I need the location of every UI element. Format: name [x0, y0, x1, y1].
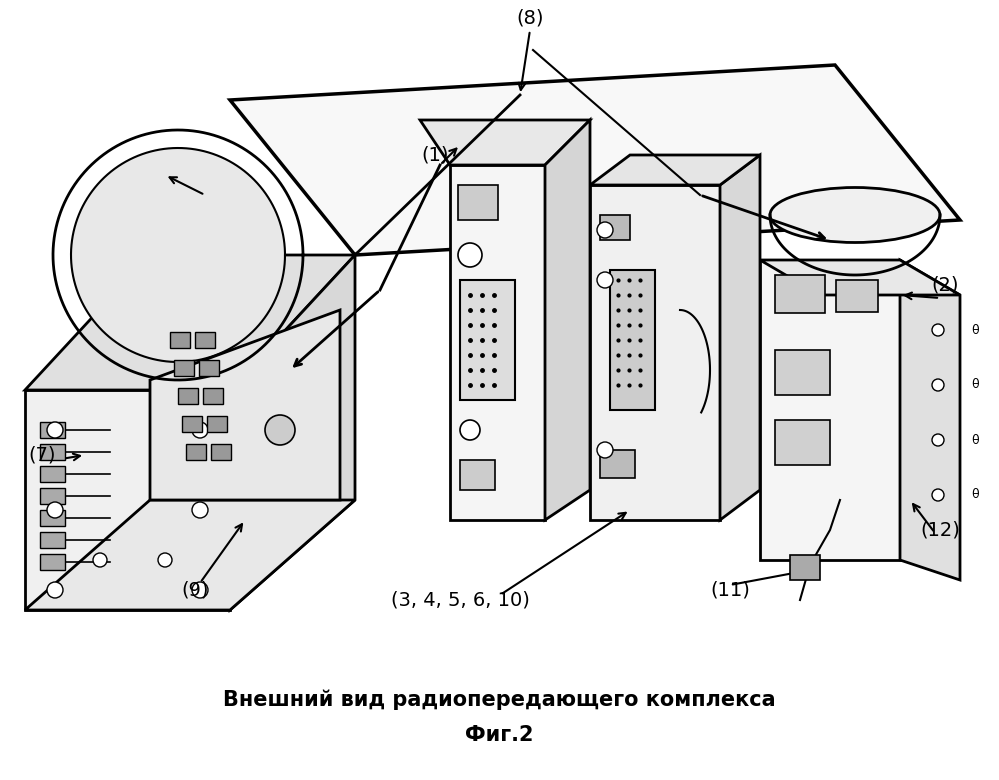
Polygon shape [760, 260, 900, 560]
Polygon shape [545, 120, 590, 520]
Bar [460, 280, 515, 400]
Circle shape [597, 272, 613, 288]
Circle shape [932, 379, 944, 391]
Polygon shape [150, 310, 340, 500]
Circle shape [47, 502, 63, 518]
Bar [40, 444, 65, 460]
Circle shape [265, 415, 295, 445]
Text: θ: θ [971, 488, 979, 502]
Polygon shape [25, 255, 355, 390]
Polygon shape [760, 260, 960, 295]
Bar [600, 450, 635, 478]
Circle shape [192, 582, 208, 598]
Circle shape [932, 434, 944, 446]
Text: (8): (8) [516, 9, 543, 27]
Circle shape [93, 553, 107, 567]
Circle shape [192, 422, 208, 438]
Bar [40, 532, 65, 548]
Bar [170, 332, 190, 348]
Polygon shape [450, 165, 545, 520]
Circle shape [932, 489, 944, 501]
Bar [458, 185, 498, 220]
Text: (12): (12) [920, 520, 960, 540]
Bar [460, 460, 495, 490]
Bar [775, 275, 825, 313]
Bar [195, 332, 215, 348]
Text: θ: θ [971, 378, 979, 392]
Bar [610, 270, 655, 410]
Bar [775, 420, 830, 465]
Text: (7): (7) [28, 445, 56, 465]
Bar [600, 215, 630, 240]
Circle shape [460, 420, 480, 440]
Bar [199, 360, 219, 376]
Text: Фиг.2: Фиг.2 [465, 725, 533, 745]
Text: (2): (2) [931, 275, 959, 295]
Circle shape [597, 442, 613, 458]
Polygon shape [230, 65, 960, 255]
Bar [790, 555, 820, 580]
Polygon shape [900, 260, 960, 580]
Circle shape [597, 222, 613, 238]
Polygon shape [590, 155, 760, 185]
Bar [174, 360, 194, 376]
Text: θ: θ [971, 324, 979, 336]
Text: θ: θ [971, 434, 979, 446]
Bar [40, 466, 65, 482]
Bar [775, 350, 830, 395]
Circle shape [458, 243, 482, 267]
Polygon shape [230, 255, 355, 610]
Polygon shape [720, 155, 760, 520]
Text: Внешний вид радиопередающего комплекса: Внешний вид радиопередающего комплекса [223, 690, 775, 711]
Bar [40, 422, 65, 438]
Bar [40, 510, 65, 526]
Polygon shape [25, 500, 355, 610]
Text: (1): (1) [422, 146, 449, 165]
Bar [186, 444, 206, 460]
Bar [182, 416, 202, 432]
Polygon shape [590, 185, 720, 520]
Circle shape [192, 502, 208, 518]
Text: (3, 4, 5, 6, 10): (3, 4, 5, 6, 10) [391, 590, 529, 609]
Polygon shape [420, 120, 590, 165]
Circle shape [158, 553, 172, 567]
Circle shape [47, 422, 63, 438]
Circle shape [932, 324, 944, 336]
Ellipse shape [770, 187, 940, 243]
Bar [178, 388, 198, 404]
Bar [40, 488, 65, 504]
Polygon shape [72, 149, 284, 361]
Bar [207, 416, 227, 432]
Text: (9): (9) [181, 580, 209, 600]
Text: (11): (11) [710, 580, 750, 600]
Bar [836, 280, 878, 312]
Circle shape [47, 582, 63, 598]
Polygon shape [25, 390, 230, 610]
Bar [211, 444, 231, 460]
Bar [203, 388, 223, 404]
Bar [40, 554, 65, 570]
